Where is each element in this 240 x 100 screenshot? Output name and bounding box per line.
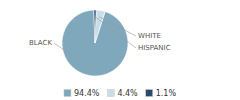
legend: 94.4% 4.4% 1.1% xyxy=(64,89,176,98)
pie xyxy=(62,10,128,76)
annotations: BLACK WHITE HISPANIC xyxy=(29,17,171,70)
chart: BLACK WHITE HISPANIC 94.4% 4.4% 1.1% xyxy=(0,0,240,100)
leader-line xyxy=(95,17,136,48)
pie-slice xyxy=(95,10,105,43)
legend-label: 1.1% xyxy=(156,89,177,98)
legend-item: 1.1% xyxy=(146,89,177,98)
legend-label: 94.4% xyxy=(74,89,100,98)
legend-item: 4.4% xyxy=(107,89,138,98)
leader-line xyxy=(54,43,91,69)
annotation: BLACK xyxy=(29,39,52,47)
pie-slice xyxy=(94,10,96,43)
legend-swatch xyxy=(146,90,153,97)
pie-slice xyxy=(62,10,128,76)
legend-item: 94.4% xyxy=(64,89,100,98)
annotation: HISPANIC xyxy=(138,44,171,52)
leader-line xyxy=(100,17,136,36)
legend-label: 4.4% xyxy=(117,89,138,98)
annotation: WHITE xyxy=(138,32,161,40)
legend-swatch xyxy=(64,90,71,97)
legend-swatch xyxy=(107,90,114,97)
